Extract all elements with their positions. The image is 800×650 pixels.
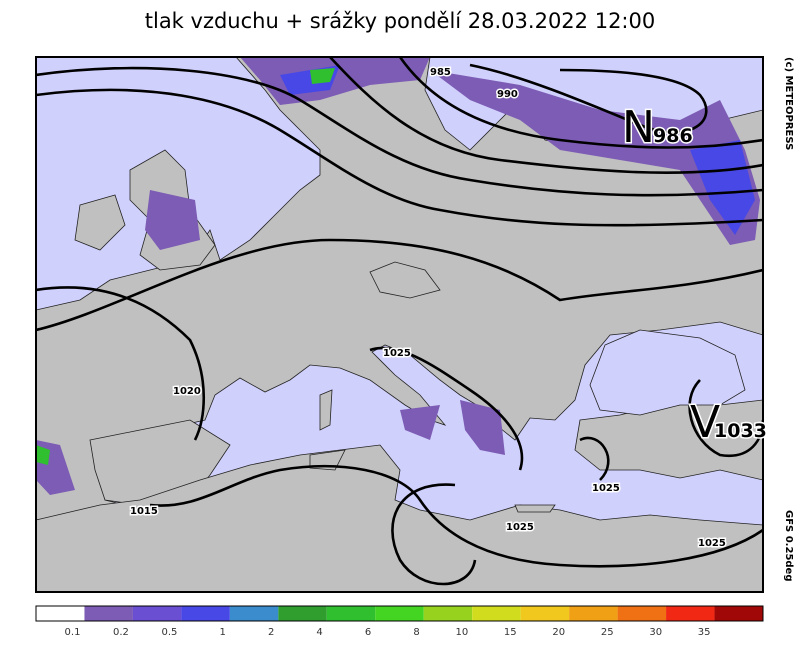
legend-label: 2: [268, 627, 274, 638]
legend-frame: [35, 605, 764, 622]
map: 985 990 1025 1020 1015 1025 1025 1025 N …: [35, 56, 768, 593]
map-title: tlak vzduchu + srážky pondělí 28.03.2022…: [145, 9, 655, 33]
legend-label: 8: [413, 627, 419, 638]
legend-label: 6: [365, 627, 371, 638]
model-label: GFS 0.25deg: [783, 510, 794, 582]
legend-label: 30: [649, 627, 662, 638]
legend-label: 20: [552, 627, 565, 638]
low-pressure-letter: N: [622, 102, 655, 153]
legend-swatch: [714, 606, 763, 621]
isobar-label: 1015: [130, 506, 158, 517]
legend-swatch: [617, 606, 667, 621]
legend-label: 10: [455, 627, 468, 638]
legend-label: 0.5: [161, 627, 177, 638]
land: [309, 389, 556, 513]
legend: 0.1 0.2 0.5 1 2 4 6 8 10 15 20 25 30 35: [35, 605, 764, 638]
black-sea: [589, 329, 746, 416]
isobar-label: 985: [430, 67, 451, 78]
legend-swatch: [666, 606, 715, 621]
legend-swatch: [229, 606, 279, 621]
high-pressure-letter: V: [690, 397, 720, 448]
legend-swatch: [326, 606, 376, 621]
legend-swatch: [520, 606, 570, 621]
legend-label: 1: [219, 627, 225, 638]
isobar-label: 1025: [698, 538, 726, 549]
legend-label: 0.1: [65, 627, 81, 638]
map-frame: [35, 56, 764, 593]
isobar-label: 990: [497, 89, 518, 100]
legend-swatch: [472, 606, 521, 621]
legend-label: 4: [316, 627, 322, 638]
isobar-label: 1020: [173, 386, 201, 397]
legend-swatch: [278, 606, 327, 621]
legend-swatch: [375, 606, 424, 621]
legend-label: 0.2: [113, 627, 129, 638]
low-pressure-value: 986: [653, 125, 693, 147]
legend-label: 15: [504, 627, 517, 638]
legend-swatch: [181, 606, 230, 621]
isobar-label: 1025: [592, 483, 620, 494]
legend-swatch: [84, 606, 133, 621]
high-pressure-value: 1033: [714, 420, 767, 442]
border: [369, 261, 441, 299]
isobar-label: 1025: [506, 522, 534, 533]
legend-swatch: [36, 606, 85, 621]
legend-swatch: [423, 606, 473, 621]
isobars: [36, 57, 763, 586]
land: [36, 444, 763, 592]
land: [74, 194, 126, 251]
isobar-label: 1025: [383, 348, 411, 359]
legend-swatch: [132, 606, 182, 621]
credit: (c) METEOPRESS: [783, 57, 794, 150]
legend-swatch: [569, 606, 618, 621]
legend-label: 35: [698, 627, 711, 638]
legend-label: 25: [601, 627, 614, 638]
